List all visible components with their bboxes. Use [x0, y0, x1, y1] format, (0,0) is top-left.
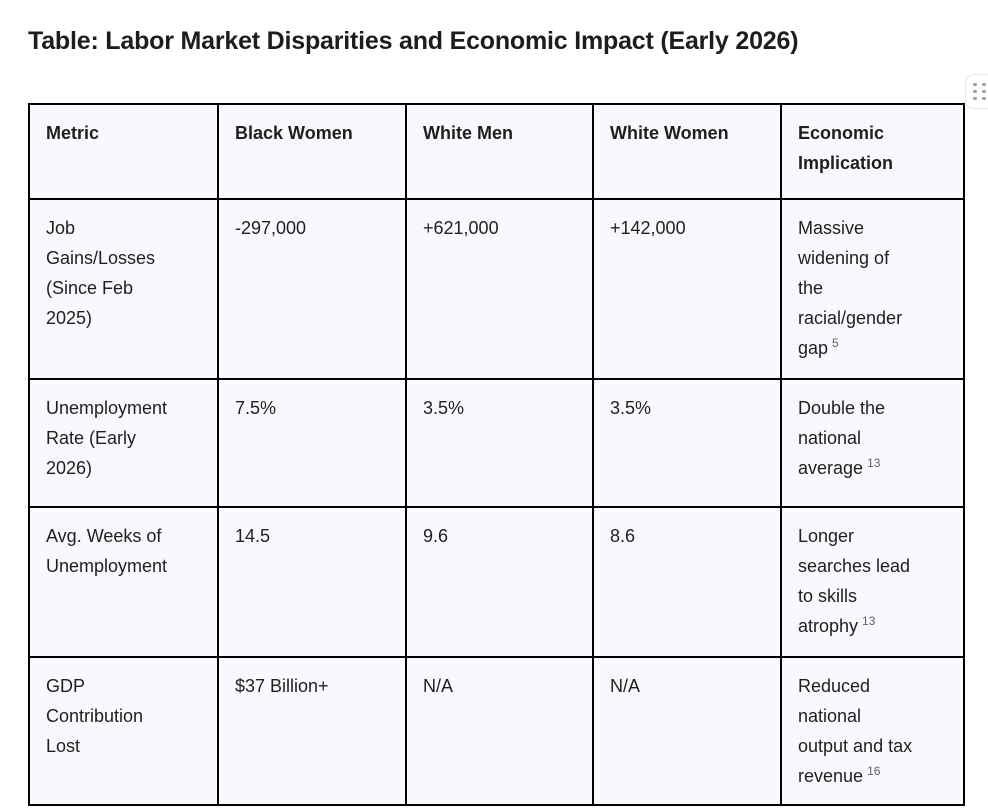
- cell-white-men: 3.5%: [405, 378, 594, 508]
- cell-implication: Reduced national output and tax revenue 1…: [780, 656, 965, 806]
- cell-black-women: $37 Billion+: [217, 656, 407, 806]
- cell-white-men: N/A: [405, 656, 594, 806]
- table-header-row: Metric Black Women White Men White Women…: [28, 103, 965, 200]
- cell-white-women: N/A: [592, 656, 782, 806]
- table-row: GDP Contribution Lost $37 Billion+ N/A N…: [28, 656, 965, 806]
- implication-text: Double the national average: [798, 398, 886, 478]
- implication-text: Massive widening of the racial/gender ga…: [798, 218, 903, 358]
- cell-white-men: +621,000: [405, 198, 594, 380]
- cell-white-women: 8.6: [592, 506, 782, 658]
- column-header-white-men: White Men: [405, 103, 594, 200]
- labor-market-table: Metric Black Women White Men White Women…: [28, 103, 965, 806]
- cell-white-women: 3.5%: [592, 378, 782, 508]
- cell-implication: Massive widening of the racial/gender ga…: [780, 198, 965, 380]
- cell-metric: Avg. Weeks of Unemployment: [28, 506, 219, 658]
- implication-text: Reduced national output and tax revenue: [798, 676, 913, 786]
- cell-white-men: 9.6: [405, 506, 594, 658]
- cell-black-women: 14.5: [217, 506, 407, 658]
- cell-black-women: 7.5%: [217, 378, 407, 508]
- drag-handle-button[interactable]: [965, 74, 988, 109]
- column-header-white-women: White Women: [592, 103, 782, 200]
- citation-ref: 16: [867, 764, 881, 778]
- citation-ref: 5: [832, 336, 839, 350]
- implication-text: Longer searches lead to skills atrophy: [798, 526, 911, 636]
- cell-metric: GDP Contribution Lost: [28, 656, 219, 806]
- citation-ref: 13: [862, 614, 876, 628]
- table-row: Job Gains/Losses (Since Feb 2025) -297,0…: [28, 198, 965, 380]
- cell-black-women: -297,000: [217, 198, 407, 380]
- drag-handle-icon: [973, 82, 986, 101]
- column-header-economic-implication: Economic Implication: [780, 103, 965, 200]
- column-header-metric: Metric: [28, 103, 219, 200]
- cell-metric: Job Gains/Losses (Since Feb 2025): [28, 198, 219, 380]
- table-row: Unemployment Rate (Early 2026) 7.5% 3.5%…: [28, 378, 965, 508]
- cell-metric: Unemployment Rate (Early 2026): [28, 378, 219, 508]
- citation-ref: 13: [867, 456, 881, 470]
- cell-implication: Longer searches lead to skills atrophy 13: [780, 506, 965, 658]
- cell-implication: Double the national average 13: [780, 378, 965, 508]
- page-title: Table: Labor Market Disparities and Econ…: [28, 27, 799, 55]
- column-header-black-women: Black Women: [217, 103, 407, 200]
- cell-white-women: +142,000: [592, 198, 782, 380]
- table-row: Avg. Weeks of Unemployment 14.5 9.6 8.6 …: [28, 506, 965, 658]
